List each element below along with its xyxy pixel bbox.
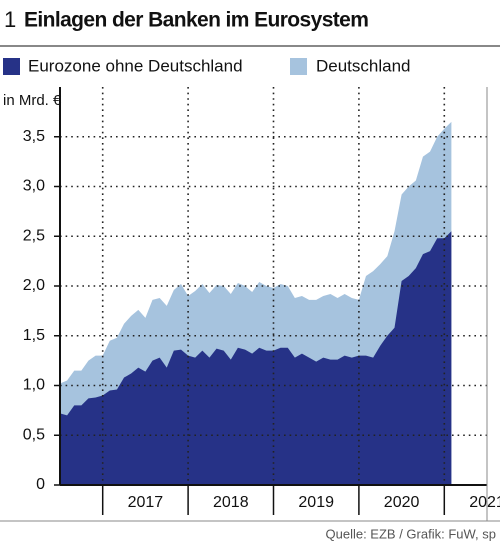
y-tick-label: 2,0: [23, 277, 45, 294]
y-tick-label: 0,5: [23, 426, 45, 443]
x-tick-label: 2017: [128, 494, 164, 511]
chart-title: Einlagen der Banken im Eurosystem: [24, 9, 368, 32]
legend-swatch: [3, 58, 20, 75]
y-tick-label: 3,5: [23, 128, 45, 145]
x-tick-label: 2021: [469, 494, 500, 511]
y-tick-label: 0: [36, 476, 45, 493]
legend-swatch: [290, 58, 307, 75]
y-tick-label: 3,0: [23, 178, 45, 195]
source: Quelle: EZB / Grafik: FuW, sp: [326, 526, 497, 541]
x-tick-label: 2018: [213, 494, 249, 511]
y-tick-label: 2,5: [23, 227, 45, 244]
chart-number: 1: [4, 7, 16, 32]
x-tick-label: 2020: [384, 494, 420, 511]
y-tick-label: 1,5: [23, 327, 45, 344]
y-axis-label: in Mrd. €: [3, 92, 62, 109]
area: [60, 231, 452, 485]
x-tick-label: 2019: [298, 494, 334, 511]
y-tick-label: 1,0: [23, 377, 45, 394]
legend-label: Deutschland: [316, 56, 411, 75]
legend-label: Eurozone ohne Deutschland: [28, 56, 243, 75]
